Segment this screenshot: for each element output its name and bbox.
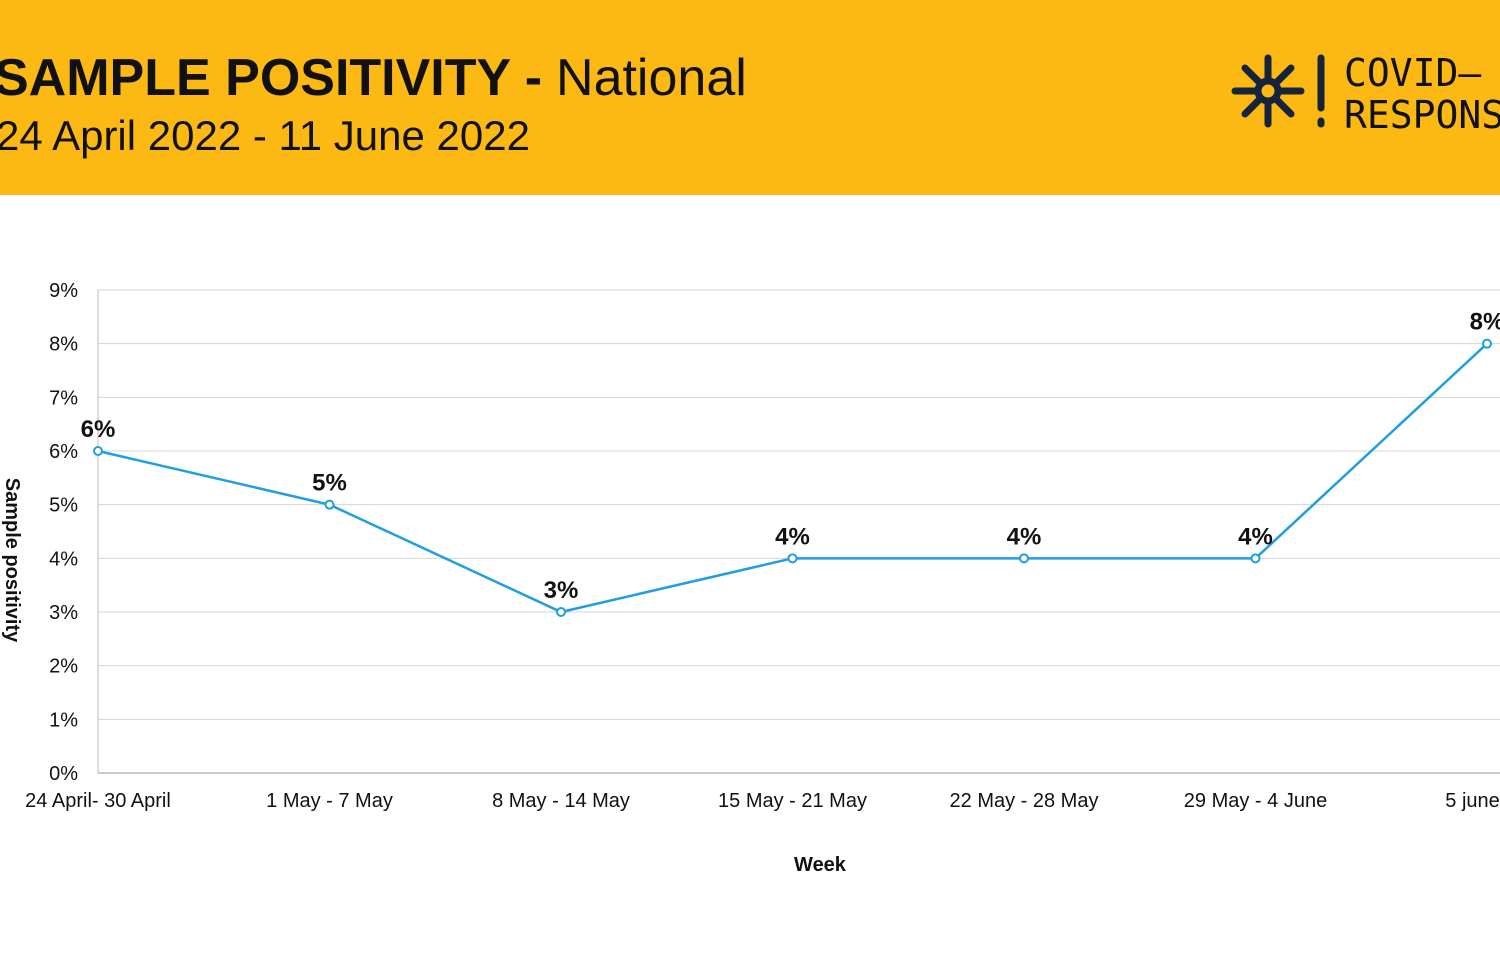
logo-text: RESPONS xyxy=(1344,93,1500,137)
y-tick-label: 3% xyxy=(49,602,78,624)
x-tick-label: 5 june - 1 xyxy=(1445,790,1500,812)
y-axis-title: Sample positivity xyxy=(1,478,23,643)
logo-icon xyxy=(1231,54,1325,128)
y-tick-label: 1% xyxy=(49,709,78,731)
data-point xyxy=(1482,338,1492,349)
x-tick-label: 1 May - 7 May xyxy=(266,790,393,812)
data-label: 3% xyxy=(544,577,579,604)
logo-text: COVID– xyxy=(1344,51,1481,95)
title-rest: National xyxy=(556,49,747,107)
x-tick-label: 22 May - 28 May xyxy=(950,790,1099,812)
y-tick-label: 2% xyxy=(49,656,78,678)
x-tick-label: 24 April- 30 April xyxy=(25,790,171,812)
y-tick-label: 9% xyxy=(49,280,78,302)
data-line xyxy=(97,342,1488,614)
subtitle: 24 April 2022 - 11 June 2022 xyxy=(0,112,530,159)
y-tick-label: 8% xyxy=(49,334,78,356)
data-point xyxy=(324,499,335,510)
header-band xyxy=(0,0,1500,195)
y-tick-label: 0% xyxy=(49,763,78,785)
x-tick-label: 15 May - 21 May xyxy=(718,790,867,812)
data-point xyxy=(93,446,103,456)
title-bold-text: SAMPLE POSITIVITY - xyxy=(0,49,542,107)
y-tick-label: 6% xyxy=(49,441,78,463)
y-tick-label: 5% xyxy=(49,495,78,517)
title-bold: SAMPLE POSITIVITY - National xyxy=(0,49,747,107)
x-tick-label: 29 May - 4 June xyxy=(1184,790,1327,812)
data-label: 4% xyxy=(775,523,810,550)
y-tick-label: 7% xyxy=(49,387,78,409)
data-label: 5% xyxy=(312,470,347,497)
x-axis-title: Week xyxy=(794,854,847,876)
data-point xyxy=(787,553,798,564)
data-label: 4% xyxy=(1238,523,1273,550)
data-label: 4% xyxy=(1007,523,1042,550)
data-point xyxy=(556,607,566,617)
x-tick-label: 8 May - 14 May xyxy=(492,790,630,812)
data-label: 8% xyxy=(1470,309,1500,336)
y-tick-label: 4% xyxy=(49,548,78,570)
data-point xyxy=(1250,553,1261,564)
data-label: 6% xyxy=(81,416,116,443)
data-point xyxy=(1019,553,1029,564)
